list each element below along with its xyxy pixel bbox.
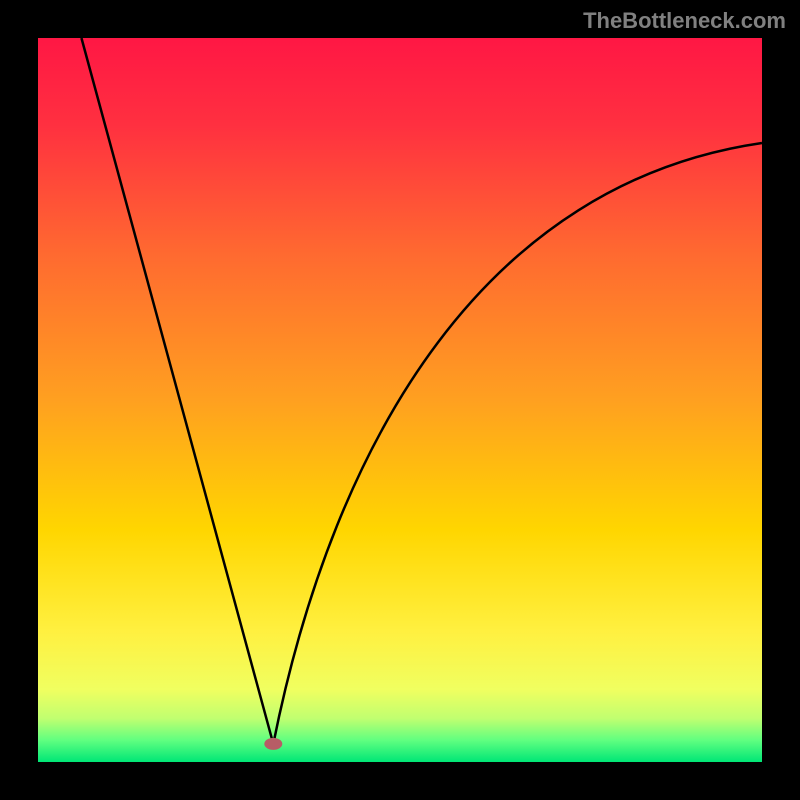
- watermark-text: TheBottleneck.com: [583, 8, 786, 34]
- chart-container: TheBottleneck.com: [0, 0, 800, 800]
- bottleneck-chart: [0, 0, 800, 800]
- valley-marker: [264, 738, 282, 750]
